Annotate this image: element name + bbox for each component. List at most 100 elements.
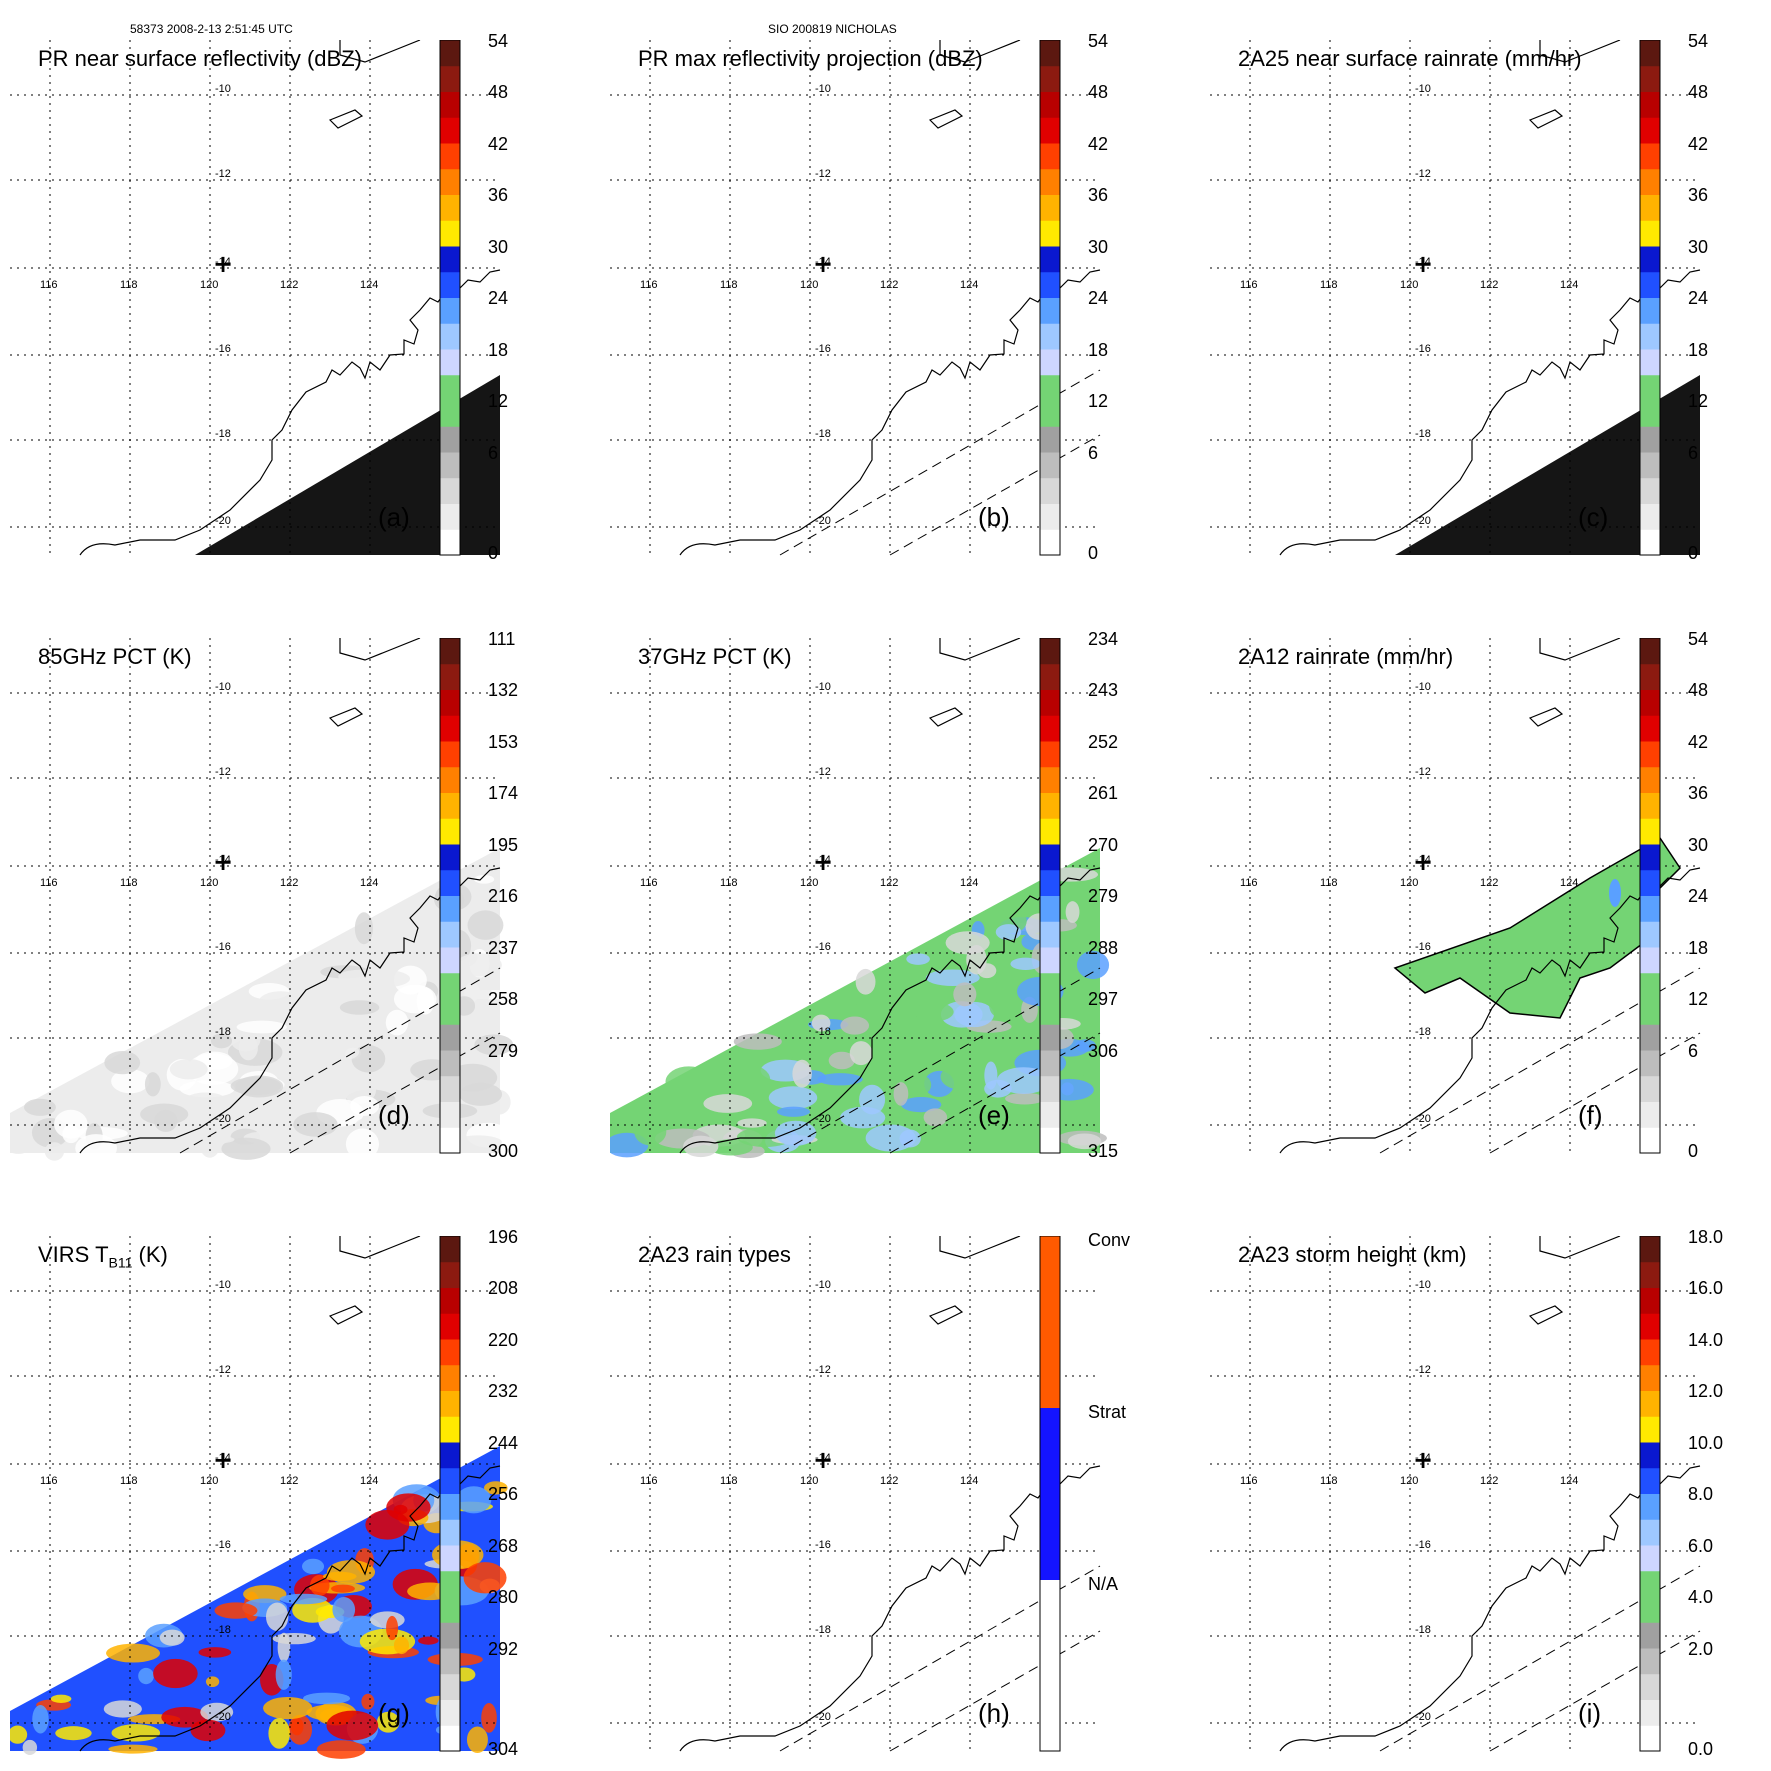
colorbar-tick-label: 36	[488, 185, 509, 205]
colorbar-tick-label: 48	[488, 82, 509, 102]
lat-label: -10	[215, 681, 231, 693]
colorbar-tick-label: 261	[1088, 783, 1119, 803]
colorbar-tick-label: 195	[488, 834, 519, 855]
lat-label: -10	[815, 681, 831, 693]
colorbar-tick-label: Conv	[1088, 1230, 1131, 1250]
rain-area	[1393, 837, 1681, 1019]
colorbar	[1039, 1236, 1061, 1752]
colorbar-tick-label: 288	[1088, 937, 1119, 958]
colorbar-tick-label: 24	[488, 288, 509, 308]
header-orbit-time: 58373 2008-2-13 2:51:45 UTC	[130, 22, 293, 36]
map-a: +116118120122124126-10-12-14-16-18-20	[10, 40, 501, 556]
lat-label: -10	[215, 83, 231, 95]
graticule	[610, 40, 1100, 555]
coastline	[1279, 867, 1701, 1154]
lat-label: -16	[1415, 941, 1431, 953]
colorbar	[1039, 40, 1061, 556]
coastline	[679, 1465, 1101, 1752]
swath-texture	[10, 1481, 508, 1759]
lat-label: -20	[815, 515, 831, 527]
lon-label: 116	[40, 877, 58, 889]
colorbar-tick-label: 42	[488, 133, 509, 154]
colorbar-tick-label: 54	[488, 30, 509, 51]
lon-label: 124	[1560, 1475, 1578, 1487]
coastline-north	[1539, 1236, 1621, 1259]
swath-edge-line	[1489, 1032, 1701, 1154]
colorbar	[439, 40, 461, 556]
panel-c: +116118120122124126-10-12-14-16-18-20544…	[1210, 31, 1770, 580]
lat-label: -12	[215, 168, 231, 180]
colorbar-tick-label: 243	[1088, 680, 1119, 700]
storm-center-marker: +	[213, 1446, 233, 1474]
storm-center-marker: +	[1413, 1446, 1433, 1474]
colorbar-tick-label: 234	[1088, 628, 1119, 649]
lon-label: 122	[1480, 877, 1498, 889]
coastline-north	[1539, 40, 1621, 63]
lat-label: -10	[215, 1279, 231, 1291]
colorbar-tick-label: 18	[1688, 937, 1709, 958]
panel-label: (e)	[978, 1100, 1010, 1130]
swath-edge-line	[889, 434, 1101, 556]
lat-label: -18	[1415, 1026, 1431, 1038]
lat-label: -14	[815, 854, 831, 866]
swath-edge-line	[889, 1032, 1101, 1154]
colorbar-tick-label: 174	[488, 783, 519, 803]
colorbar-tick-label: 216	[488, 886, 519, 906]
panel-title: 2A25 near surface rainrate (mm/hr)	[1238, 46, 1582, 71]
panel-title: 2A23 storm height (km)	[1238, 1242, 1467, 1267]
coastline	[679, 269, 1101, 556]
colorbar-tick-label: 6	[1688, 1040, 1699, 1061]
lon-label: 118	[120, 877, 138, 889]
island-outline	[1528, 1305, 1564, 1325]
lat-label: -12	[215, 1364, 231, 1376]
lat-label: -20	[1415, 1711, 1431, 1723]
lat-label: -14	[815, 256, 831, 268]
island-outline	[328, 1305, 364, 1325]
panel-h: +116118120122124126-10-12-14-16-18-20Con…	[610, 1230, 1170, 1771]
colorbar-tick-label: 42	[1688, 731, 1709, 752]
lat-label: -10	[1415, 1279, 1431, 1291]
colorbar-tick-label: 6	[1088, 442, 1099, 463]
panel-title: VIRS TB11 (K)	[38, 1242, 168, 1271]
colorbar-tick-label: 297	[1088, 989, 1119, 1009]
lat-label: -12	[815, 766, 831, 778]
colorbar-tick-label: 270	[1088, 834, 1119, 855]
lat-label: -14	[1415, 1452, 1431, 1464]
lat-label: -20	[215, 1711, 231, 1723]
lat-label: -12	[1415, 1364, 1431, 1376]
coastline	[1279, 269, 1701, 556]
lon-label: 122	[1480, 279, 1498, 291]
colorbar-tick-label: Strat	[1088, 1402, 1127, 1422]
colorbar-tick-label: 280	[488, 1587, 519, 1607]
lat-label: -18	[1415, 1624, 1431, 1636]
panel-title: 2A12 rainrate (mm/hr)	[1238, 644, 1454, 669]
lon-label: 124	[360, 1475, 378, 1487]
colorbar	[1639, 1236, 1661, 1752]
panel-label: (h)	[978, 1698, 1010, 1728]
panel-f: +116118120122124126-10-12-14-16-18-20544…	[1210, 629, 1770, 1178]
lon-label: 116	[1240, 1475, 1258, 1487]
colorbar-tick-label: 18	[488, 339, 509, 360]
colorbar-tick-label: 36	[1088, 185, 1109, 205]
storm-center-marker: +	[1413, 250, 1433, 278]
pr-swath-fill	[1395, 375, 1700, 555]
coastline	[1279, 1465, 1701, 1752]
colorbar-tick-label: 12.0	[1688, 1381, 1724, 1401]
lon-label: 122	[1480, 1475, 1498, 1487]
lat-label: -10	[815, 83, 831, 95]
panel-label: (a)	[378, 502, 410, 532]
colorbar-tick-label: 18	[1088, 339, 1109, 360]
storm-center-marker: +	[213, 250, 233, 278]
panel-label: (f)	[1578, 1100, 1603, 1130]
map-c: +116118120122124126-10-12-14-16-18-20	[1210, 40, 1701, 556]
colorbar-tick-label: 10.0	[1688, 1432, 1724, 1453]
lon-label: 120	[1400, 877, 1418, 889]
colorbar-tick-label: 18	[1688, 339, 1709, 360]
colorbar-tick-label: 256	[488, 1484, 519, 1504]
panel-title: PR max reflectivity projection (dBZ)	[638, 46, 983, 71]
lon-label: 118	[720, 279, 738, 291]
colorbar-tick-label: 42	[1088, 133, 1109, 154]
lat-label: -16	[815, 343, 831, 355]
panel-title: 2A23 rain types	[638, 1242, 791, 1267]
